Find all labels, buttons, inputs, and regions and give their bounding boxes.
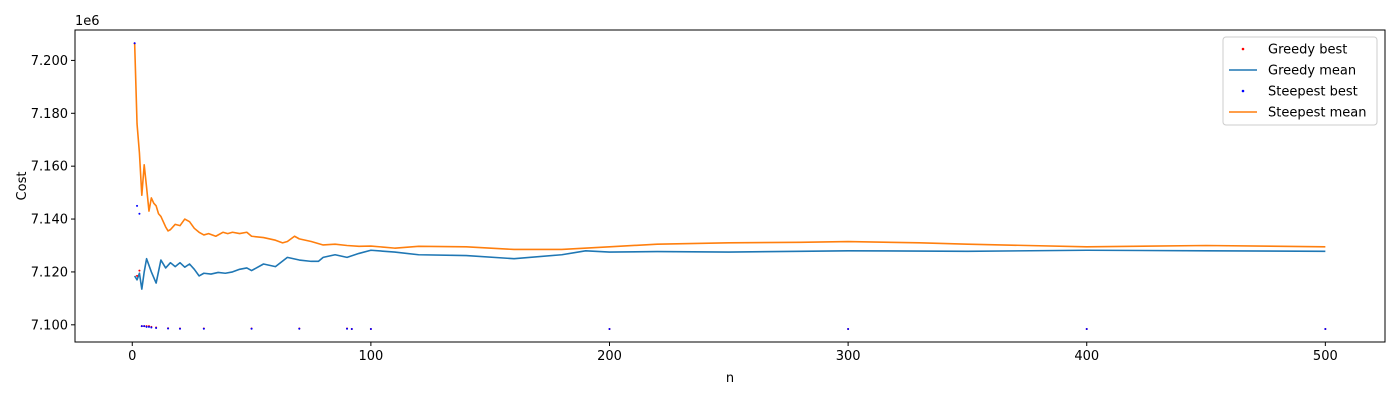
steepest-best-legend-swatch bbox=[1241, 89, 1245, 93]
steepest-best-point bbox=[1085, 328, 1088, 331]
x-axis-label: n bbox=[726, 371, 734, 386]
legend-entry-steepest-best: Steepest best bbox=[1268, 85, 1358, 100]
steepest-best-point bbox=[167, 327, 170, 330]
x-tick-label: 400 bbox=[1074, 349, 1099, 364]
greedy-best-legend-swatch bbox=[1241, 47, 1245, 51]
legend-box bbox=[1222, 36, 1378, 126]
steepest-best-point bbox=[143, 325, 146, 328]
plot-frame bbox=[74, 29, 1386, 343]
steepest-mean-line bbox=[133, 43, 1326, 251]
steepest-best-point bbox=[178, 327, 181, 330]
steepest-best-point bbox=[346, 327, 349, 330]
greedy-best-point bbox=[136, 274, 139, 277]
steepest-best-point bbox=[147, 325, 150, 328]
legend-entry-greedy-best: Greedy best bbox=[1268, 43, 1347, 58]
steepest-best-point bbox=[133, 42, 136, 45]
greedy-mean-line bbox=[133, 249, 1326, 290]
steepest-best-point bbox=[369, 328, 372, 331]
steepest-best-point bbox=[145, 325, 148, 328]
steepest-best-point bbox=[136, 204, 139, 207]
steepest-best-point bbox=[150, 326, 153, 329]
steepest-best-point bbox=[298, 327, 301, 330]
steepest-best-point bbox=[350, 328, 353, 331]
y-offset-label: 1e6 bbox=[75, 14, 100, 29]
y-tick-label: 7.140 bbox=[31, 213, 68, 228]
y-tick-label: 7.180 bbox=[31, 107, 68, 122]
legend-entry-greedy-mean: Greedy mean bbox=[1268, 64, 1356, 79]
x-tick-label: 300 bbox=[836, 349, 861, 364]
y-axis-label: Cost bbox=[15, 172, 30, 201]
steepest-best-point bbox=[1324, 328, 1327, 331]
legend: Greedy best Greedy mean Steepest best Steep… bbox=[1222, 36, 1378, 126]
steepest-best-point bbox=[847, 328, 850, 331]
x-tick-label: 0 bbox=[128, 349, 136, 364]
legend-entry-steepest-mean: Steepest mean bbox=[1268, 106, 1366, 121]
steepest-best-point bbox=[138, 212, 141, 215]
x-tick-label: 500 bbox=[1313, 349, 1338, 364]
greedy-best-point bbox=[138, 269, 141, 272]
data-layer bbox=[133, 42, 1327, 331]
x-tick-label: 100 bbox=[358, 349, 383, 364]
steepest-best-point bbox=[155, 326, 158, 329]
steepest-best-point bbox=[250, 327, 253, 330]
axes-layer: 0 100 200 300 400 500 7.100 7.120 7.140 7.160 7.18… bbox=[31, 54, 1338, 364]
y-tick-label: 7.160 bbox=[31, 160, 68, 175]
y-tick-label: 7.100 bbox=[31, 318, 68, 333]
steepest-best-point bbox=[140, 325, 143, 328]
y-tick-label: 7.120 bbox=[31, 265, 68, 280]
x-tick-label: 200 bbox=[597, 349, 622, 364]
plot-background bbox=[75, 30, 1385, 342]
steepest-best-point bbox=[608, 328, 611, 331]
y-tick-label: 7.200 bbox=[31, 54, 68, 69]
steepest-best-point bbox=[202, 327, 205, 330]
